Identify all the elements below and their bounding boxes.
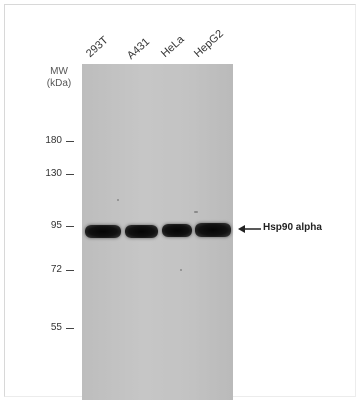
band-a431	[125, 225, 158, 238]
mw-title: MW (kDa)	[43, 66, 75, 90]
marker-tick-55	[66, 328, 74, 329]
marker-tick-95	[66, 226, 74, 227]
band-hepg2	[195, 223, 231, 237]
mw-title-line2: (kDa)	[46, 78, 72, 89]
marker-label-95: 95	[50, 220, 62, 231]
left-arrow-icon	[238, 225, 261, 233]
band-hela	[162, 224, 192, 237]
blot-membrane	[82, 64, 233, 400]
blot-speck	[180, 269, 182, 271]
blot-speck	[117, 199, 119, 201]
blot-speck	[194, 211, 198, 213]
mw-title-line1: MW	[50, 66, 68, 77]
target-label: Hsp90 alpha	[263, 222, 322, 233]
marker-label-180: 180	[45, 135, 62, 146]
marker-tick-130	[66, 174, 74, 175]
marker-tick-72	[66, 270, 74, 271]
marker-label-55: 55	[50, 322, 62, 333]
band-293t	[85, 225, 121, 238]
marker-label-130: 130	[45, 168, 62, 179]
marker-tick-180	[66, 141, 74, 142]
marker-label-72: 72	[50, 264, 62, 275]
